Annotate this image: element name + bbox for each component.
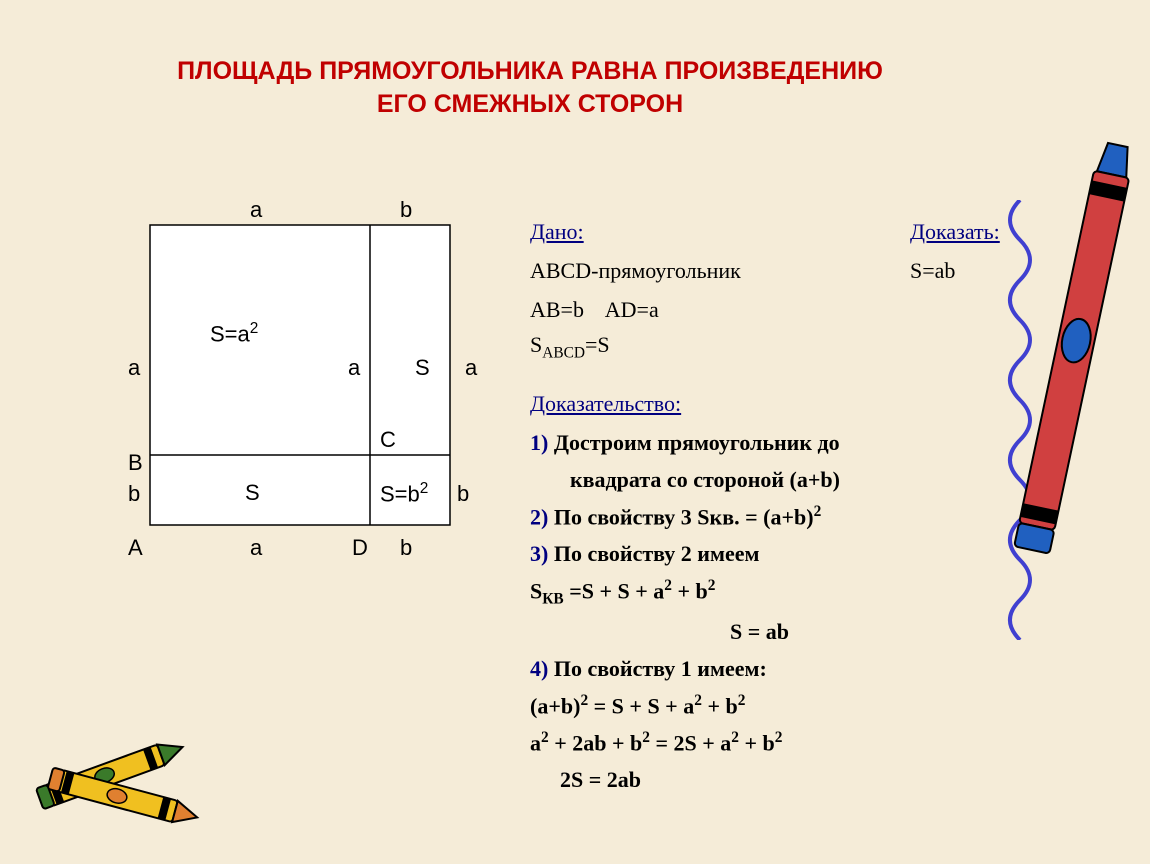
label-right-a: a bbox=[465, 355, 477, 381]
label-right-b: b bbox=[457, 481, 469, 507]
crayons-bottom-icon bbox=[30, 714, 210, 834]
prove-1: S=ab bbox=[910, 254, 955, 287]
s6-text: По свойству 1 имеем: bbox=[548, 656, 767, 681]
s7b: = S + S + a bbox=[588, 693, 694, 718]
s8a: a bbox=[530, 730, 541, 755]
s4-post: =S + S + a bbox=[564, 578, 665, 603]
label-bot-b: b bbox=[400, 535, 412, 561]
s2-num: 2) bbox=[530, 504, 548, 529]
geometry-diagram: a b a b a b a b a S=a2 S S S=b2 A B C D bbox=[130, 195, 460, 595]
s-b2-pre: S=b bbox=[380, 481, 420, 506]
s4-mid: + b bbox=[672, 578, 708, 603]
step-6: 4) По свойству 1 имеем: bbox=[530, 652, 1090, 685]
s1-num: 1) bbox=[530, 430, 548, 455]
crayon-blue-icon bbox=[1010, 130, 1130, 610]
label-left-a: a bbox=[128, 355, 140, 381]
label-S-b2: S=b2 bbox=[380, 480, 428, 507]
label-top-a: a bbox=[250, 197, 262, 223]
label-inner-a: a bbox=[348, 355, 360, 381]
s-a2-sup: 2 bbox=[250, 320, 259, 337]
given-1: ABCD-прямоугольник bbox=[530, 254, 910, 287]
s8s3: 2 bbox=[731, 729, 739, 746]
s8b: + 2ab + b bbox=[549, 730, 643, 755]
s8s4: 2 bbox=[775, 729, 783, 746]
label-S-bot: S bbox=[245, 480, 260, 506]
title-line2: ЕГО СМЕЖНЫХ СТОРОН bbox=[377, 90, 683, 118]
s-b2-sup: 2 bbox=[420, 480, 429, 497]
s7s3: 2 bbox=[738, 692, 746, 709]
label-left-b: b bbox=[128, 481, 140, 507]
s4-sup1: 2 bbox=[664, 577, 672, 594]
s3-num: 3) bbox=[530, 541, 548, 566]
vertex-D: D bbox=[352, 535, 368, 561]
step-7: (a+b)2 = S + S + a2 + b2 bbox=[530, 689, 1090, 722]
label-bot-a: a bbox=[250, 535, 262, 561]
s7c: + b bbox=[702, 693, 738, 718]
g3-sub: ABCD bbox=[542, 344, 585, 361]
s7s1: 2 bbox=[580, 692, 588, 709]
s8d: + b bbox=[739, 730, 775, 755]
s7a: (a+b) bbox=[530, 693, 580, 718]
label-S-mid: S bbox=[415, 355, 430, 381]
s4-sup2: 2 bbox=[708, 577, 716, 594]
vertex-A: A bbox=[128, 535, 143, 561]
s1-text-a: Достроим прямоугольник до bbox=[548, 430, 839, 455]
s8c: = 2S + a bbox=[650, 730, 731, 755]
vertex-C: C bbox=[380, 427, 396, 453]
step-9: 2S = 2ab bbox=[530, 763, 1090, 796]
s8s1: 2 bbox=[541, 729, 549, 746]
s2-sup: 2 bbox=[814, 503, 822, 520]
s4-sub: КВ bbox=[542, 591, 563, 608]
s-a2-pre: S=a bbox=[210, 321, 250, 346]
s4-pre: S bbox=[530, 578, 542, 603]
s8s2: 2 bbox=[642, 729, 650, 746]
s6-num: 4) bbox=[530, 656, 548, 681]
label-top-b: b bbox=[400, 197, 412, 223]
s2-text: По свойству 3 Sкв. = (a+b) bbox=[548, 504, 813, 529]
s3-text: По свойству 2 имеем bbox=[548, 541, 759, 566]
label-S-a2: S=a2 bbox=[210, 320, 258, 347]
step-8: a2 + 2ab + b2 = 2S + a2 + b2 bbox=[530, 726, 1090, 759]
vertex-B: B bbox=[128, 450, 143, 476]
prove-heading: Доказать: bbox=[910, 215, 1000, 248]
g3-pre: S bbox=[530, 332, 542, 357]
title-line1: ПЛОЩАДЬ ПРЯМОУГОЛЬНИКА РАВНА ПРОИЗВЕДЕНИ… bbox=[177, 57, 883, 85]
g3-post: =S bbox=[585, 332, 610, 357]
given-heading: Дано: bbox=[530, 215, 910, 248]
s7s2: 2 bbox=[694, 692, 702, 709]
slide-title: ПЛОЩАДЬ ПРЯМОУГОЛЬНИКА РАВНА ПРОИЗВЕДЕНИ… bbox=[80, 55, 980, 120]
